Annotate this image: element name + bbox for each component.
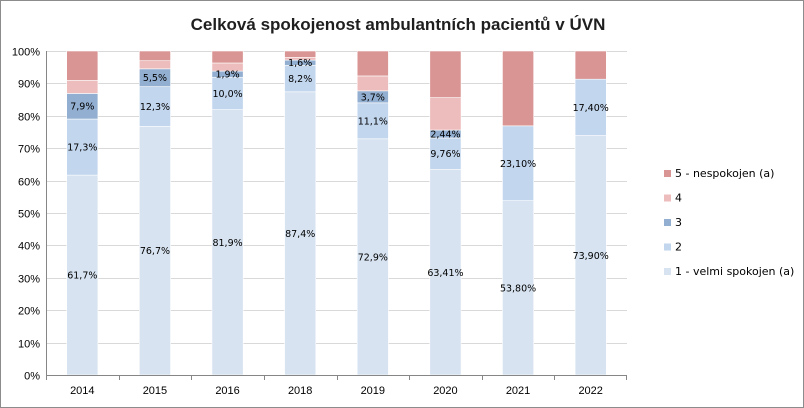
bar-segment-2 xyxy=(502,125,534,201)
y-tick-label: 30% xyxy=(18,274,40,286)
data-label: 9,76% xyxy=(430,149,460,160)
bar-segment-2 xyxy=(139,86,171,127)
bar-segment-4 xyxy=(356,75,389,92)
bar-segment-5-nespokojen-a- xyxy=(211,50,244,64)
x-tick-label: 2018 xyxy=(288,385,312,397)
data-labels: 61,7% 17,3% 7,9% 76,7% 12,3% 5,5% 81,9% 10,0% 1,… xyxy=(67,58,609,294)
y-tick-label: 0% xyxy=(24,371,40,383)
x-tick-label: 2020 xyxy=(433,385,457,397)
x-tick-label: 2014 xyxy=(70,385,94,397)
bar-segment-5-nespokojen-a- xyxy=(284,50,317,58)
y-tick-label: 80% xyxy=(18,112,40,124)
data-label: 3,7% xyxy=(361,92,385,103)
legend-swatch xyxy=(664,268,671,275)
bar-segment-1-velmi-spokojen-a- xyxy=(574,135,607,376)
data-label: 5,5% xyxy=(143,73,167,84)
data-label: 8,2% xyxy=(288,74,312,85)
bar-segment-5-nespokojen-a- xyxy=(139,50,171,62)
data-label: 17,40% xyxy=(573,103,609,114)
legend-swatch xyxy=(664,194,671,202)
bar-segment-1-velmi-spokojen-a- xyxy=(284,91,317,376)
y-tick-label: 90% xyxy=(18,79,40,91)
x-tick-label: 2021 xyxy=(506,385,530,397)
y-tick-label: 10% xyxy=(18,339,40,351)
bar-segment-1-velmi-spokojen-a- xyxy=(502,200,534,376)
bar-segment-2 xyxy=(66,118,99,176)
data-label: 87,4% xyxy=(285,229,315,240)
data-label: 73,90% xyxy=(573,251,609,262)
y-tick-label: 50% xyxy=(18,209,40,221)
data-label: 61,7% xyxy=(67,271,97,282)
bar-segment-2 xyxy=(211,76,244,110)
data-label: 2,44% xyxy=(430,129,460,140)
bar-segment-1-velmi-spokojen-a- xyxy=(66,174,99,376)
legend-label: 5 - nespokojen (a) xyxy=(675,167,774,180)
legend-label: 4 xyxy=(675,192,682,205)
axes: 0% 10% 20% 30% 40% 50% 60% 70% 80% 90% 100% 2014 201… xyxy=(12,47,627,397)
legend-label: 2 xyxy=(675,241,682,254)
bar-segment-4 xyxy=(429,97,462,131)
bar-segment-5-nespokojen-a- xyxy=(66,50,99,81)
data-label: 53,80% xyxy=(500,283,536,294)
grid-lines xyxy=(46,51,627,376)
legend-swatch xyxy=(664,243,671,251)
bar-segment-1-velmi-spokojen-a- xyxy=(429,169,462,376)
data-label: 17,3% xyxy=(67,143,97,154)
x-tick-label: 2016 xyxy=(215,385,239,397)
data-label: 12,3% xyxy=(140,102,170,113)
bar-segment-5-nespokojen-a- xyxy=(574,50,607,80)
bar-segment-5-nespokojen-a- xyxy=(502,50,534,127)
chart-title: Celková spokojenost ambulantních pacient… xyxy=(191,15,606,34)
legend-label: 3 xyxy=(675,216,682,229)
bar-segment-2 xyxy=(429,137,462,170)
data-label: 76,7% xyxy=(140,246,170,257)
x-tick-label: 2019 xyxy=(361,385,385,397)
data-label: 72,9% xyxy=(358,252,388,263)
x-tick-label: 2022 xyxy=(578,385,602,397)
bar-segment-5-nespokojen-a- xyxy=(429,50,462,98)
legend: 5 - nespokojen (a) 4 3 2 1 - velmi spokojen … xyxy=(664,167,794,278)
data-label: 63,41% xyxy=(427,268,463,279)
data-label: 23,10% xyxy=(500,159,536,170)
y-tick-label: 40% xyxy=(18,241,40,253)
bar-segment-2 xyxy=(356,102,389,140)
y-tick-label: 70% xyxy=(18,144,40,156)
bars xyxy=(66,50,607,376)
bar-segment-5-nespokojen-a- xyxy=(356,50,389,77)
data-label: 11,1% xyxy=(358,116,388,127)
bar-segment-4 xyxy=(66,80,99,94)
bar-segment-1-velmi-spokojen-a- xyxy=(356,138,389,376)
x-tick-label: 2015 xyxy=(143,385,167,397)
y-tick-label: 60% xyxy=(18,177,40,189)
data-label: 7,9% xyxy=(70,102,94,113)
bar-segment-3 xyxy=(66,93,99,120)
legend-swatch xyxy=(664,170,671,177)
data-label: 81,9% xyxy=(212,238,242,249)
legend-swatch xyxy=(664,219,671,226)
bar-segment-4 xyxy=(139,60,171,70)
y-tick-label: 100% xyxy=(12,47,40,59)
y-tick-label: 20% xyxy=(18,306,40,318)
bar-segment-1-velmi-spokojen-a- xyxy=(139,126,171,376)
data-label: 10,0% xyxy=(212,89,242,100)
legend-label: 1 - velmi spokojen (a) xyxy=(675,265,794,278)
data-label: 1,6% xyxy=(288,58,312,69)
data-label: 1,9% xyxy=(215,70,239,81)
